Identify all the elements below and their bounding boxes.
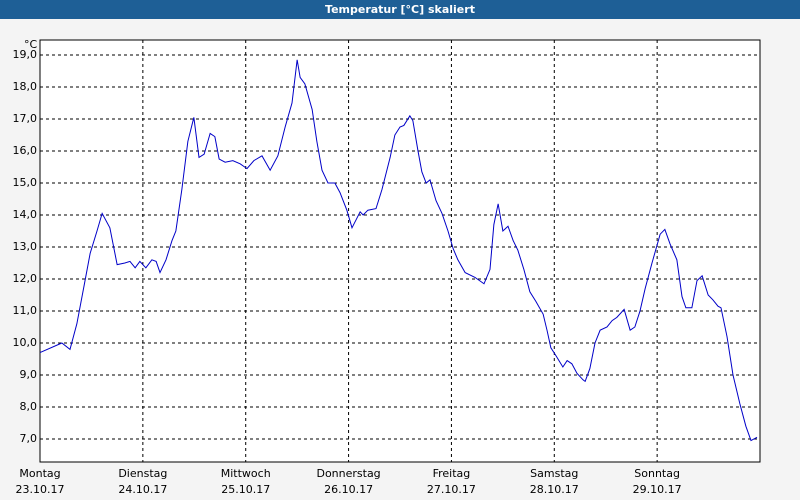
- y-tick-label: 18,0: [13, 80, 38, 93]
- y-tick-label: 15,0: [13, 176, 38, 189]
- plot-area: [39, 39, 761, 463]
- x-tick-date: 23.10.17: [16, 483, 65, 496]
- x-tick-date: 29.10.17: [633, 483, 682, 496]
- x-tick-date: 28.10.17: [530, 483, 579, 496]
- temperature-line: [39, 59, 758, 442]
- x-tick-label: Dienstag: [118, 467, 167, 480]
- y-tick-label: 17,0: [13, 112, 38, 125]
- x-tick-label: Donnerstag: [316, 467, 380, 480]
- y-tick-label: 10,0: [13, 336, 38, 349]
- y-tick-label: 14,0: [13, 208, 38, 221]
- y-tick-label: 16,0: [13, 144, 38, 157]
- y-tick-label: 11,0: [13, 304, 38, 317]
- y-tick-label: 19,0: [13, 48, 38, 61]
- title-bar: [0, 0, 800, 19]
- y-tick-label: 12,0: [13, 272, 38, 285]
- x-tick-date: 25.10.17: [221, 483, 270, 496]
- x-tick-date: 27.10.17: [427, 483, 476, 496]
- x-tick-label: Sonntag: [634, 467, 680, 480]
- x-tick-label: Samstag: [530, 467, 578, 480]
- x-tick-label: Mittwoch: [221, 467, 271, 480]
- y-tick-label: 13,0: [13, 240, 38, 253]
- y-tick-label: 9,0: [20, 368, 38, 381]
- x-tick-label: Montag: [19, 467, 60, 480]
- y-tick-label: 8,0: [20, 400, 38, 413]
- x-tick-date: 24.10.17: [118, 483, 167, 496]
- y-tick-label: 7,0: [20, 432, 38, 445]
- x-tick-label: Freitag: [433, 467, 471, 480]
- y-unit: °C: [24, 38, 38, 51]
- x-tick-date: 26.10.17: [324, 483, 373, 496]
- chart-title: Temperatur [°C] skaliert: [325, 3, 475, 16]
